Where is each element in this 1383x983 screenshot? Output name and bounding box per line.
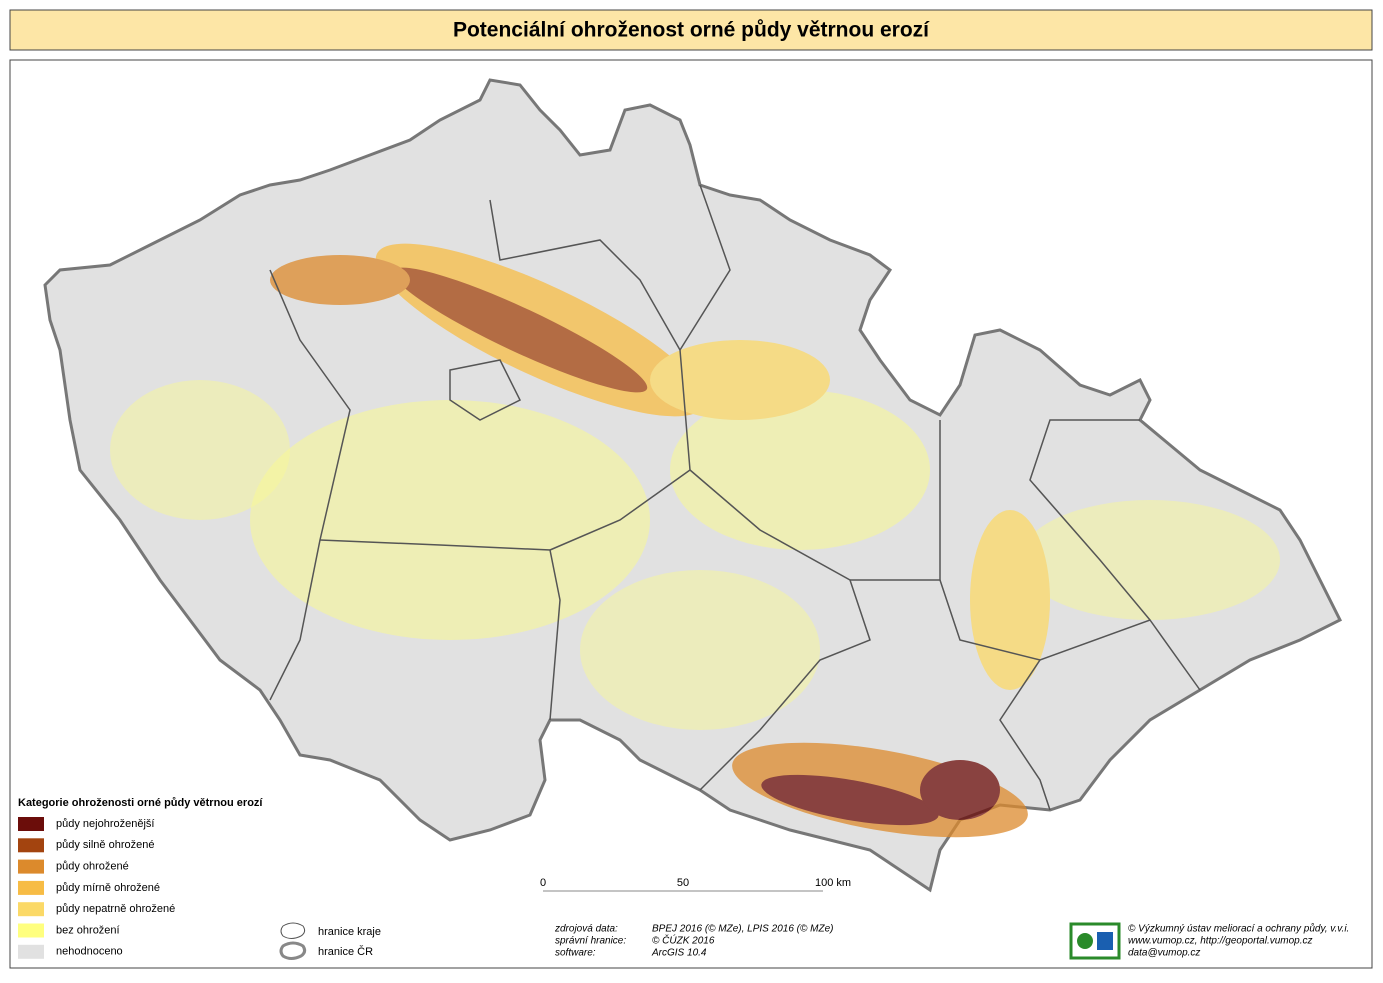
legend-label: půdy nepatrně ohrožené [56, 903, 175, 915]
area [392, 267, 648, 393]
scale-label: 50 [677, 877, 689, 889]
area [270, 255, 410, 305]
source-value: ArcGIS 10.4 [651, 948, 707, 959]
region-boundary [689, 469, 871, 791]
map-title: Potenciální ohroženost orné půdy větrnou… [453, 19, 930, 42]
area [1020, 500, 1280, 620]
credit-line: © Výzkumný ústav meliorací a ochrany půd… [1128, 923, 1349, 935]
legend-label: bez ohrožení [56, 924, 120, 936]
country [43, 78, 1343, 893]
boundary-legend: hranice kraje hranice ČR [279, 922, 381, 960]
legend-swatch [18, 880, 44, 895]
area [250, 400, 650, 640]
area [761, 774, 939, 826]
logo-mark [1097, 932, 1113, 950]
legend-label: půdy nejohroženější [56, 818, 154, 830]
sources: zdrojová data: BPEJ 2016 (© MZe), LPIS 20… [554, 924, 833, 959]
source-key: správní hranice: [555, 936, 626, 947]
source-value: © ČÚZK 2016 [652, 934, 715, 947]
legend-swatch [18, 817, 44, 831]
source-key: software: [555, 948, 596, 959]
legend-label: půdy mírně ohrožené [56, 882, 160, 894]
legend-swatch [18, 944, 44, 959]
credit-line: www.vumop.cz, http://geoportal.vumop.cz [1128, 936, 1313, 947]
area [970, 510, 1050, 690]
kraj-symbol [280, 922, 306, 939]
source-key: zdrojová data: [554, 924, 618, 935]
region-boundary [1029, 419, 1151, 621]
erosion-areas [110, 243, 1280, 838]
area [920, 760, 1000, 820]
logo-mark [1077, 933, 1093, 949]
legend-swatch [18, 838, 44, 853]
region-boundary [269, 269, 351, 701]
region-boundaries [269, 184, 1201, 811]
title-box [9, 9, 1373, 51]
legend-swatch [18, 859, 44, 874]
region-boundary [999, 659, 1051, 811]
legend-swatch [18, 923, 44, 938]
area [110, 380, 290, 520]
boundary-label: hranice kraje [318, 926, 381, 938]
region-boundary [489, 199, 691, 551]
credits: © Výzkumný ústav meliorací a ochrany půd… [1128, 923, 1349, 959]
logo [1069, 922, 1121, 960]
scale-bar: 0 50 100 km [540, 877, 851, 892]
area [650, 340, 830, 420]
source-value: BPEJ 2016 (© MZe), LPIS 2016 (© MZe) [652, 924, 833, 935]
scale-label: 100 km [815, 877, 851, 889]
cr-symbol [279, 941, 307, 960]
legend-label: nehodnoceno [56, 946, 123, 958]
legend-title: Kategorie ohroženosti orné půdy větrnou … [18, 797, 263, 809]
area [580, 570, 820, 730]
region-boundary [449, 359, 522, 421]
legend: půdy nejohroženější půdy silně ohrožené pů… [18, 817, 175, 959]
region-boundary [679, 184, 731, 351]
legend-label: půdy silně ohrožené [56, 839, 154, 851]
legend-swatch [18, 902, 44, 917]
credit-line: data@vumop.cz [1128, 948, 1200, 959]
legend-label: půdy ohrožené [56, 861, 129, 873]
boundary-label: hranice ČR [318, 945, 373, 958]
area [670, 390, 930, 550]
scale-label: 0 [540, 877, 546, 889]
